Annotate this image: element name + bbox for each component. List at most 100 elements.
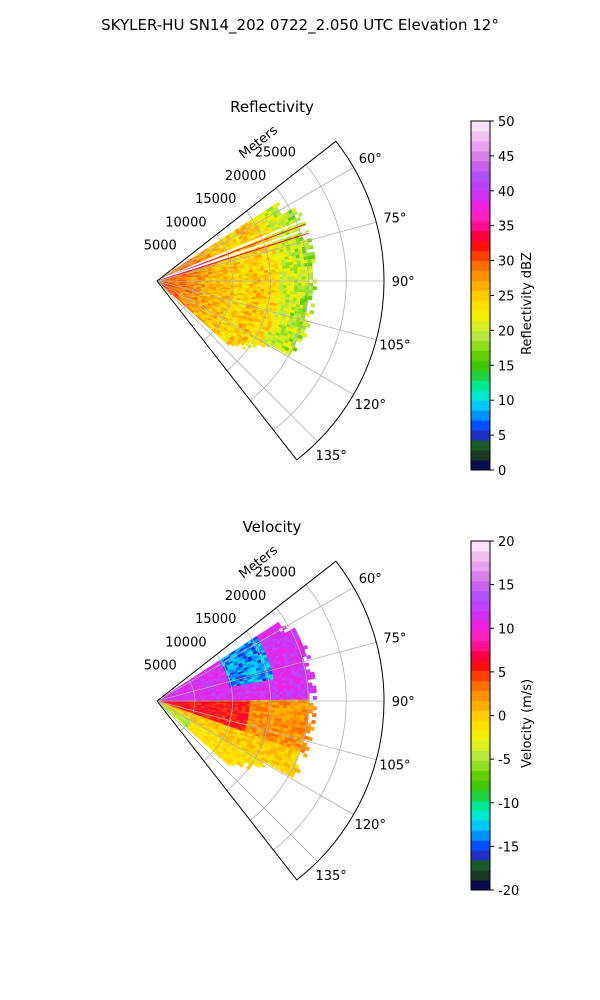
radar-bin — [309, 276, 314, 280]
radar-bin — [257, 697, 262, 701]
radar-bin — [275, 274, 280, 278]
radar-bin — [253, 282, 258, 285]
radar-bin — [306, 654, 312, 660]
radar-bin — [282, 691, 288, 695]
radar-bin — [275, 271, 280, 275]
radar-bin — [253, 277, 258, 281]
colorbar-segment — [471, 760, 490, 771]
radar-bin — [264, 272, 269, 276]
radar-bin — [305, 323, 311, 328]
radar-bin — [264, 282, 269, 286]
radar-bin — [279, 276, 284, 281]
colorbar-segment — [471, 560, 490, 572]
radar-bin — [290, 696, 295, 701]
radar-bin — [260, 282, 265, 285]
radar-bin — [271, 694, 277, 698]
colorbar-tick-label: 15 — [498, 579, 515, 594]
radar-bin — [275, 277, 280, 281]
radar-bin — [256, 273, 262, 276]
colorbar-segment — [471, 590, 490, 602]
azimuth-tick-label: 135° — [315, 449, 346, 464]
colorbar-tick-label: 10 — [498, 622, 515, 637]
radar-bin — [223, 278, 228, 281]
radar-bin — [286, 687, 291, 692]
colorbar-segment — [471, 250, 490, 262]
colorbar-segment — [471, 830, 490, 841]
radar-bin — [282, 688, 287, 692]
colorbar-segment — [471, 840, 490, 851]
radar-bin — [289, 687, 295, 692]
radar-bin — [289, 267, 295, 272]
azimuth-tick-label: 75° — [383, 631, 406, 646]
radar-bin — [245, 277, 251, 281]
radar-bin — [297, 282, 303, 287]
radar-bin — [229, 342, 235, 347]
radar-bin — [286, 288, 291, 292]
radar-bin — [257, 277, 262, 281]
panel-title: Reflectivity — [230, 98, 314, 116]
radar-bin — [249, 282, 254, 285]
radar-bin — [300, 686, 306, 691]
colorbar-segment — [471, 790, 490, 801]
radar-bin — [290, 288, 295, 292]
radial-tick-label: 20000 — [225, 589, 266, 604]
radar-bin — [301, 709, 306, 713]
radar-bin — [242, 276, 247, 279]
radar-bin — [307, 296, 313, 301]
colorbar-segment — [471, 280, 490, 292]
colorbar-tick-label: 15 — [498, 359, 515, 374]
radar-bin — [238, 698, 243, 701]
radar-bin — [282, 271, 288, 275]
radar-bin — [301, 285, 306, 290]
radar-bin — [253, 697, 258, 701]
radar-bin — [290, 282, 295, 287]
radar-bin — [245, 697, 251, 701]
azimuth-tick-label: 90° — [392, 695, 415, 710]
colorbar-tick-label: 20 — [498, 535, 515, 550]
colorbar-segment — [471, 700, 490, 712]
radar-bin — [271, 691, 276, 696]
colorbar-segment — [471, 450, 490, 461]
colorbar-tick-label: 5 — [498, 666, 506, 681]
colorbar-segment — [471, 260, 490, 272]
radar-bin — [308, 282, 314, 287]
radar-bin — [297, 270, 302, 274]
colorbar-tick-label: 50 — [498, 115, 515, 130]
colorbar-segment — [471, 570, 490, 582]
radar-bin — [282, 707, 288, 712]
radar-bin — [264, 284, 269, 288]
radar-bin — [296, 683, 302, 688]
colorbar-segment — [471, 800, 490, 811]
radar-bin — [279, 691, 284, 695]
radar-bin — [282, 287, 288, 292]
radial-tick-label: 15000 — [195, 612, 236, 627]
radar-bin — [308, 265, 313, 270]
radar-bin — [308, 269, 314, 274]
radar-bin — [253, 702, 258, 705]
azimuth-tick-label: 120° — [355, 398, 386, 413]
colorbar-label: Reflectivity dBZ — [520, 252, 535, 355]
radial-tick-label: 15000 — [195, 192, 236, 207]
radar-bin — [234, 698, 239, 701]
colorbar-tick-label: -10 — [498, 797, 519, 812]
radar-bin — [260, 692, 265, 696]
colorbar-tick-label: 0 — [498, 464, 506, 479]
radar-bin — [312, 286, 317, 291]
radar-bin — [308, 244, 314, 250]
colorbar-tick-label: 40 — [498, 185, 515, 200]
radar-bin — [264, 702, 269, 706]
colorbar-segment — [471, 200, 490, 212]
radar-bin — [297, 285, 302, 290]
radar-bin — [294, 693, 299, 698]
radar-bin — [275, 691, 280, 695]
radar-bin — [275, 689, 280, 693]
radar-bin — [242, 278, 247, 281]
radar-bin — [282, 705, 288, 709]
radar-bin — [257, 702, 262, 705]
radar-bin — [290, 690, 295, 695]
radar-bin — [311, 719, 316, 725]
colorbar-segment — [471, 780, 490, 791]
